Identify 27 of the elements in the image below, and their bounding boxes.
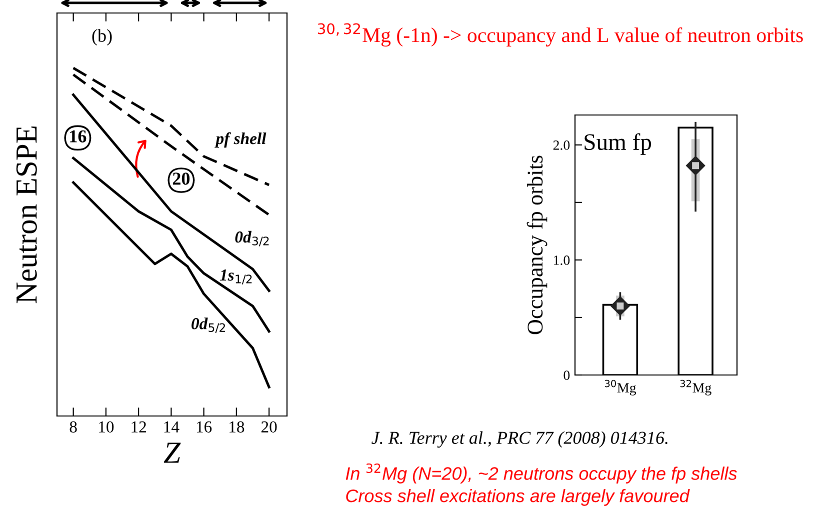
- x-tick-label: 8: [70, 421, 77, 433]
- x-tick-label: 10: [99, 421, 114, 433]
- text: J. R. Terry et al., PRC 77 (2008) 014316.: [372, 431, 668, 448]
- x-tick-label: $^{30}$Mg: [604, 380, 636, 396]
- annotation: 1s$_{1/2}$: [220, 270, 252, 284]
- x-tick-label: 20: [261, 421, 277, 433]
- y-tick-label: 0: [564, 370, 570, 380]
- chart-title: $^{30,32}$Mg (-1n) -> occupancy and L value of neutron orbits: [318, 23, 803, 47]
- x-tick-label: 12: [132, 421, 146, 432]
- annotation: Sum fp: [584, 133, 652, 155]
- x-tick-label: 16: [196, 421, 212, 433]
- annotation: 0d$_{3/2}$: [235, 230, 269, 246]
- text: Cross shell excitations are largely favoured: [346, 488, 690, 506]
- y-tick-label: 1.0: [554, 256, 570, 265]
- y-axis-title: Neutron ESPE: [16, 126, 37, 304]
- text: (b): [92, 29, 112, 46]
- y-axis-title: Occupancy fp orbits: [526, 156, 548, 334]
- annotation: 20: [172, 172, 190, 185]
- y-tick-label: 2.0: [553, 140, 570, 150]
- x-axis-title: Z: [164, 442, 181, 463]
- annotation: pf shell: [214, 132, 266, 148]
- x-tick-label: $^{32}$Mg: [680, 380, 712, 396]
- text: In $^{32}$Mg (N=20), ~2 neutrons occupy the fp shells: [346, 463, 737, 484]
- annotation: 0d$_{5/2}$: [192, 318, 225, 333]
- x-tick-label: 18: [230, 421, 244, 433]
- annotation: 16: [70, 130, 86, 142]
- x-tick-label: 14: [164, 421, 180, 432]
